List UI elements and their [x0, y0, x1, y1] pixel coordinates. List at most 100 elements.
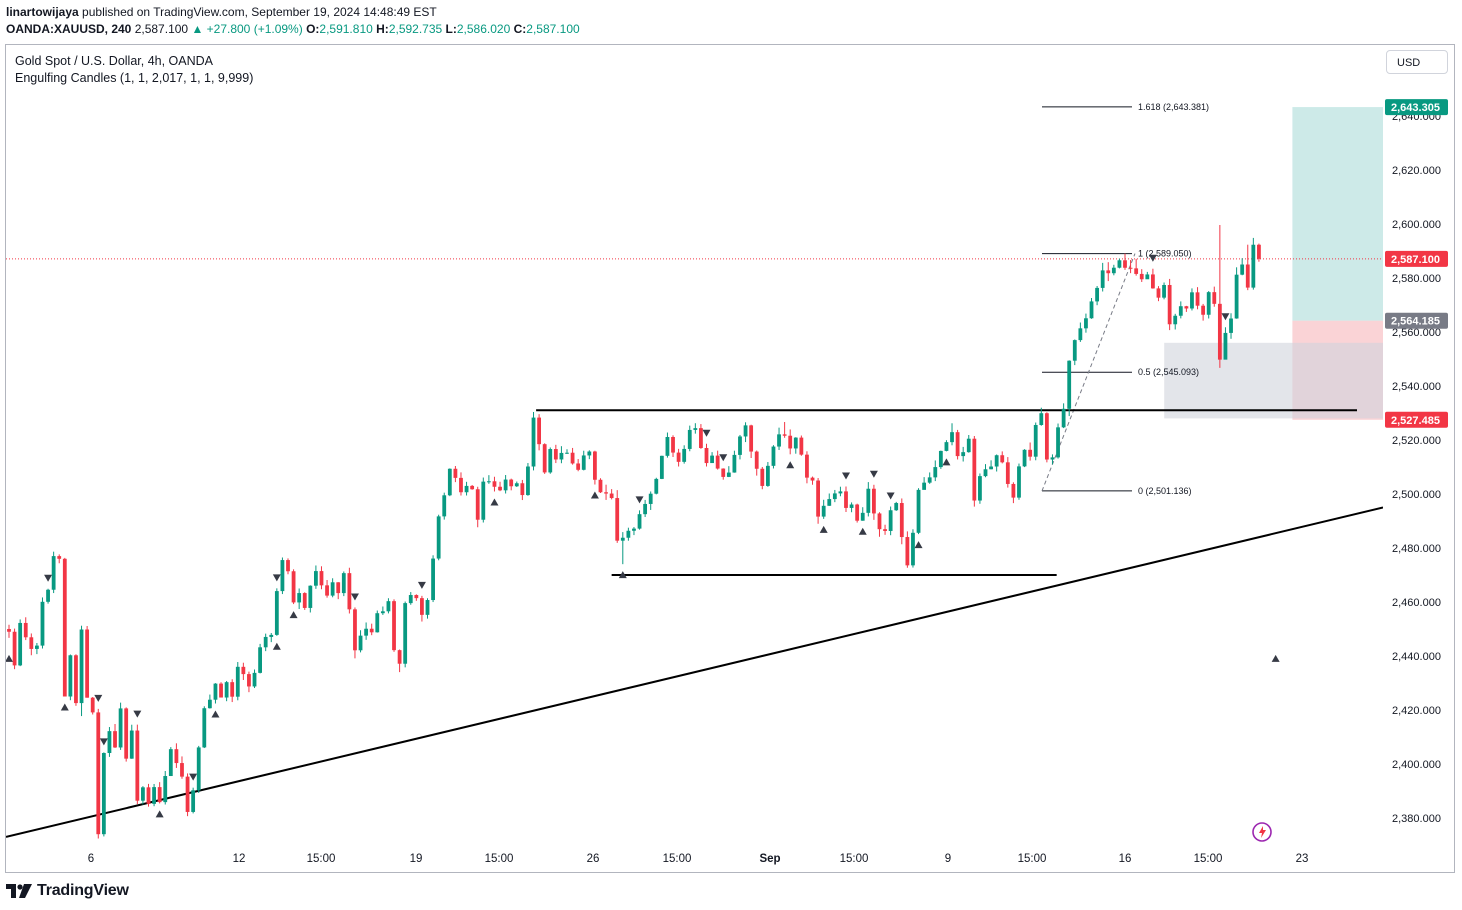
candle-body — [743, 425, 748, 437]
candle-body — [1151, 274, 1155, 289]
candle-body — [141, 787, 145, 801]
candle-body — [1084, 318, 1088, 329]
bearish-engulfing-marker — [1148, 254, 1157, 262]
last-price: 2,587.100 — [134, 22, 189, 36]
x-axis-label: 12 — [233, 853, 246, 865]
candle-body — [604, 492, 608, 494]
trend-line — [6, 506, 1383, 838]
candle-body — [1028, 449, 1033, 457]
candle-body — [777, 434, 781, 447]
candle-body — [738, 436, 742, 455]
candle-body — [810, 477, 815, 481]
candle-body — [1217, 303, 1222, 360]
y-axis-label: 2,400.000 — [1392, 759, 1441, 771]
candle-body — [553, 449, 558, 460]
candle-body — [1162, 284, 1166, 298]
footer-brand: TradingView — [6, 880, 129, 902]
candle-body — [118, 708, 123, 748]
low-value: 2,586.020 — [456, 22, 511, 36]
candle-body — [1173, 315, 1178, 325]
candle-body — [1117, 260, 1122, 268]
bullish-engulfing-marker — [914, 541, 923, 549]
candle-body — [1017, 466, 1021, 498]
y-axis-label: 2,600.000 — [1392, 219, 1441, 231]
candle-body — [665, 437, 670, 456]
candle-body — [1223, 332, 1228, 360]
candle-body — [207, 699, 212, 709]
candle-body — [408, 595, 413, 604]
price-tag-label: 2,587.100 — [1391, 254, 1440, 266]
bearish-engulfing-marker — [1221, 313, 1230, 321]
y-axis-label: 2,540.000 — [1392, 381, 1441, 393]
candle-body — [514, 483, 519, 487]
bullish-engulfing-marker — [590, 491, 599, 499]
candle-body — [632, 528, 636, 531]
candle-body — [146, 787, 151, 804]
candle-body — [1056, 427, 1060, 458]
candle-body — [191, 790, 196, 812]
candle-body — [263, 636, 268, 648]
candle-body — [364, 628, 369, 636]
candle-body — [1123, 260, 1127, 268]
candle-body — [1061, 408, 1066, 428]
candle-body — [827, 499, 832, 506]
candle-body — [1095, 287, 1099, 302]
bullish-engulfing-marker — [155, 810, 164, 818]
candle-body — [765, 465, 770, 486]
candle-body — [180, 763, 184, 777]
candle-body — [838, 491, 843, 494]
candle-body — [124, 708, 129, 759]
candle-body — [832, 493, 837, 500]
candle-body — [888, 510, 893, 531]
candle-body — [375, 613, 380, 633]
price-tag — [1385, 99, 1448, 116]
bullish-engulfing-marker — [60, 703, 69, 711]
price-tag — [1385, 411, 1448, 428]
candle-body — [805, 454, 809, 478]
candle-body — [74, 655, 78, 704]
candle-body — [559, 452, 564, 460]
candle-body — [687, 429, 692, 449]
candle-body — [1212, 292, 1217, 304]
candle-body — [966, 438, 971, 453]
bearish-engulfing-marker — [635, 496, 644, 504]
candle-body — [62, 558, 67, 697]
indicator-label[interactable]: Engulfing Candles (1, 1, 2,017, 1, 1, 9,… — [15, 71, 254, 85]
candle-body — [989, 466, 993, 470]
currency-button[interactable]: USD — [1386, 50, 1448, 74]
candle-body — [626, 530, 631, 538]
candle-body — [168, 749, 173, 777]
candle-body — [447, 468, 452, 496]
candle-body — [620, 537, 625, 541]
publish-date: published on TradingView.com, September … — [82, 5, 437, 19]
candle-body — [85, 629, 90, 698]
candle-body — [782, 434, 787, 436]
x-axis-label: 15:00 — [307, 853, 336, 865]
fib-level-label: 1.618 (2,643.381) — [1138, 102, 1209, 112]
y-axis-label: 2,500.000 — [1392, 489, 1441, 501]
bullish-engulfing-marker — [289, 611, 298, 619]
plot-area: 1.618 (2,643.381) 1 (2,589.050) 0.5 (2,545… — [6, 102, 1383, 842]
candle-body — [113, 731, 117, 748]
bullish-engulfing-marker — [786, 461, 795, 469]
candle-body — [185, 776, 190, 812]
candle-body — [29, 637, 34, 649]
candle-body — [397, 650, 402, 664]
candle-body — [503, 479, 508, 491]
candle-body — [163, 776, 168, 803]
candle-body — [269, 634, 274, 637]
candle-body — [537, 417, 541, 445]
candle-body — [821, 505, 826, 517]
candle-body — [386, 601, 391, 612]
candle-body — [1229, 318, 1233, 333]
candle-body — [927, 477, 932, 483]
x-axis-label: 15:00 — [1194, 853, 1223, 865]
candle-body — [319, 571, 324, 586]
candle-body — [442, 495, 447, 517]
tradingview-wordmark: TradingView — [37, 882, 129, 899]
candle-body — [799, 437, 804, 455]
candle-body — [699, 428, 703, 448]
candle-body — [565, 452, 569, 454]
candle-body — [353, 609, 357, 651]
